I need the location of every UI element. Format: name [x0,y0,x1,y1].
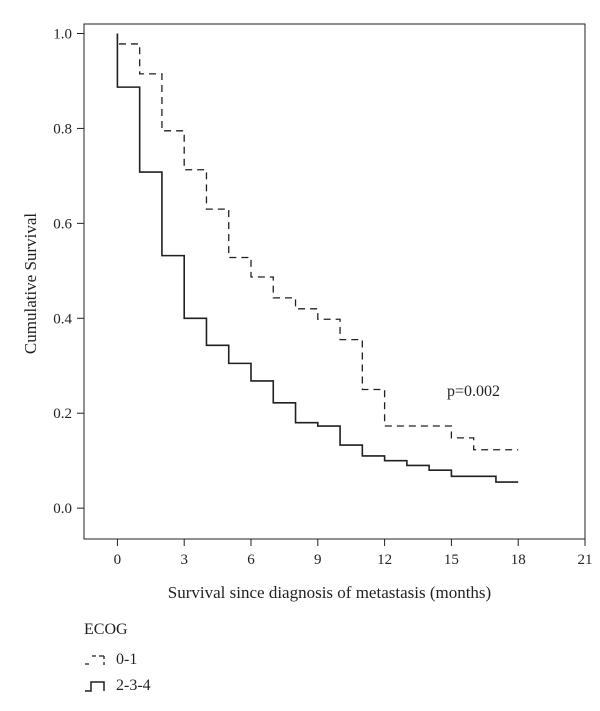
y-tick-label: 1.0 [53,26,72,42]
x-tick-label: 15 [444,552,459,568]
x-axis: 0 3 6 9 12 15 18 21 [114,539,593,568]
legend-item-ecog-2-3-4: 2-3-4 [84,673,151,699]
legend: ECOG 0-1 2-3-4 [84,621,151,699]
p-value-annotation: p=0.002 [447,383,500,400]
legend-item-ecog-0-1: 0-1 [84,647,151,673]
series-line-0-1 [116,33,519,451]
x-tick-label: 21 [578,552,593,568]
x-tick-label: 6 [247,552,255,568]
y-tick-label: 0.0 [53,501,72,517]
y-tick-label: 0.4 [53,311,72,327]
x-tick-label: 12 [377,552,392,568]
legend-swatch-solid [85,681,105,692]
y-axis-title: Cumulative Survival [21,213,40,354]
legend-title: ECOG [84,621,128,638]
x-tick-label: 9 [314,552,322,568]
series-line-2-3-4 [116,33,519,483]
y-tick-label: 0.8 [53,121,72,137]
legend-label-2-3-4: 2-3-4 [116,677,151,694]
y-axis: 0.0 0.2 0.4 0.6 0.8 1.0 [53,26,84,517]
legend-label-0-1: 0-1 [116,651,138,668]
plot-frame [83,23,586,540]
y-tick-label: 0.6 [53,216,72,232]
x-tick-label: 18 [511,552,526,568]
x-tick-label: 0 [114,552,122,568]
series-layer [116,33,519,483]
x-tick-label: 3 [180,552,188,568]
legend-swatch-dashed [85,655,105,665]
y-tick-label: 0.2 [53,406,72,422]
x-axis-title: Survival since diagnosis of metastasis (… [168,583,491,602]
